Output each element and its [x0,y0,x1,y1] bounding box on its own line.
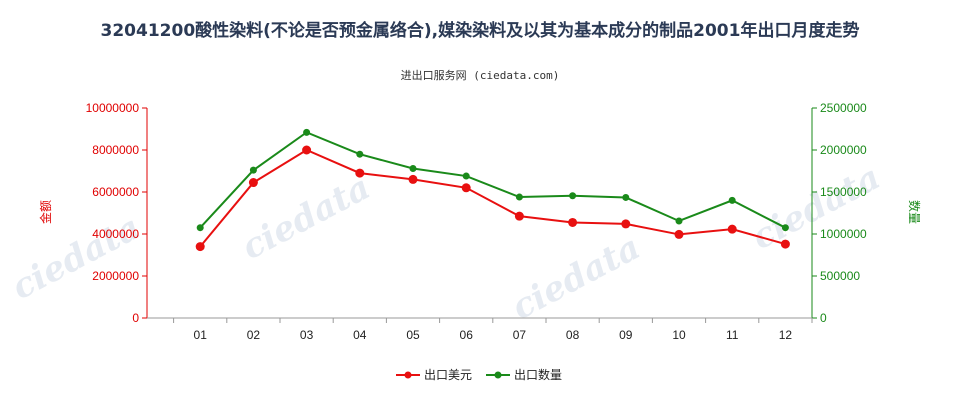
y-right-tick-label: 2000000 [820,143,867,157]
x-tick-label: 04 [353,328,367,342]
x-tick-label: 03 [300,328,314,342]
data-point-series-0[interactable] [195,242,205,252]
x-tick-label: 11 [726,328,739,342]
y-right-tick-label: 1500000 [820,185,867,199]
legend-label-series-1: 出口数量 [514,367,562,382]
x-tick-label: 02 [247,328,261,342]
data-point-series-1[interactable] [356,150,364,158]
data-point-series-0[interactable] [355,168,365,178]
data-point-series-1[interactable] [781,224,789,232]
y-left-tick-label: 6000000 [92,185,139,199]
chart-subtitle: 进出口服务网 (ciedata.com) [401,68,560,82]
y-right-tick-label: 1000000 [820,227,867,241]
svg-text:ciedata: ciedata [5,207,146,307]
series-line-1 [199,131,786,229]
data-point-series-1[interactable] [196,224,204,232]
data-point-series-1[interactable] [675,217,683,225]
data-point-series-1[interactable] [249,166,257,174]
series-lines [199,131,786,248]
data-point-series-1[interactable] [462,172,470,180]
data-point-series-0[interactable] [674,229,684,239]
legend-item-series-0[interactable]: 出口美元 [396,368,472,382]
x-tick-label: 07 [513,328,527,342]
data-point-series-1[interactable] [515,193,523,201]
axes [142,107,817,323]
x-tick-label: 10 [672,328,686,342]
data-point-series-1[interactable] [569,192,577,200]
data-point-series-0[interactable] [302,145,312,155]
data-point-series-1[interactable] [728,196,736,204]
data-point-series-1[interactable] [409,164,417,172]
legend-marker-series-1 [494,371,502,379]
legend-label-series-0: 出口美元 [424,368,472,382]
chart-title: 32041200酸性染料(不论是否预金属络合),媒染染料及以其为基本成分的制品2… [101,20,860,41]
data-point-series-0[interactable] [514,211,524,221]
x-tick-label: 12 [779,328,793,342]
svg-text:ciedata: ciedata [745,157,886,257]
legend-item-series-1[interactable]: 出口数量 [486,367,562,382]
series-line-0 [199,148,786,248]
data-point-series-0[interactable] [621,219,631,229]
data-point-series-0[interactable] [780,239,790,249]
data-point-series-1[interactable] [622,193,630,201]
y-left-axis-title: 金额 [38,200,53,224]
data-point-series-0[interactable] [408,174,418,184]
y-right-axis-title: 数量 [907,200,922,224]
y-left-tick-label: 4000000 [92,227,139,241]
data-point-series-1[interactable] [303,128,311,136]
svg-text:ciedata: ciedata [505,227,646,327]
data-point-series-0[interactable] [568,217,578,227]
data-point-series-0[interactable] [727,224,737,234]
y-right-tick-label: 500000 [820,269,860,283]
x-tick-label: 05 [406,328,420,342]
data-point-series-0[interactable] [248,178,258,188]
y-right-tick-label: 2500000 [820,101,867,115]
watermarks: ciedata ciedata ciedata ciedata [5,157,886,327]
x-tick-label: 01 [194,328,208,342]
y-left-tick-label: 0 [132,311,139,325]
y-left-tick-label: 2000000 [92,269,139,283]
x-tick-label: 06 [460,328,474,342]
tick-labels: 0200000040000006000000800000010000000050… [86,101,867,342]
y-left-tick-label: 10000000 [86,101,140,115]
y-right-tick-label: 0 [820,311,827,325]
x-tick-label: 08 [566,328,580,342]
legend: 出口美元 出口数量 [396,367,562,382]
data-point-series-0[interactable] [461,183,471,193]
y-left-tick-label: 8000000 [92,143,139,157]
legend-marker-series-0 [404,371,412,379]
series-points [195,128,790,252]
x-tick-label: 09 [619,328,633,342]
